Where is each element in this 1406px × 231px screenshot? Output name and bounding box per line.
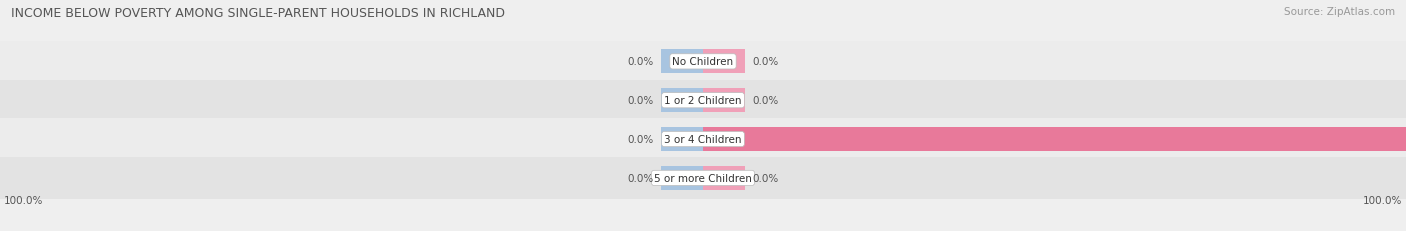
Bar <box>661 89 703 113</box>
Bar <box>0 42 1406 83</box>
Text: 0.0%: 0.0% <box>752 57 779 67</box>
Bar <box>703 166 745 190</box>
Text: 0.0%: 0.0% <box>627 57 654 67</box>
Bar <box>0 119 1406 160</box>
Bar <box>703 50 745 74</box>
Text: 100.0%: 100.0% <box>3 196 44 206</box>
Text: 100.0%: 100.0% <box>1362 196 1403 206</box>
Text: INCOME BELOW POVERTY AMONG SINGLE-PARENT HOUSEHOLDS IN RICHLAND: INCOME BELOW POVERTY AMONG SINGLE-PARENT… <box>11 7 505 20</box>
Bar <box>0 158 1406 199</box>
Text: 0.0%: 0.0% <box>627 96 654 106</box>
Text: 0.0%: 0.0% <box>627 173 654 183</box>
Bar <box>661 50 703 74</box>
Text: 3 or 4 Children: 3 or 4 Children <box>664 134 742 144</box>
Text: Source: ZipAtlas.com: Source: ZipAtlas.com <box>1284 7 1395 17</box>
Bar <box>0 80 1406 122</box>
Bar <box>703 128 1406 152</box>
Text: 0.0%: 0.0% <box>752 173 779 183</box>
Text: 0.0%: 0.0% <box>752 96 779 106</box>
Bar <box>703 89 745 113</box>
Bar <box>661 128 703 152</box>
Bar <box>661 166 703 190</box>
Text: No Children: No Children <box>672 57 734 67</box>
Text: 5 or more Children: 5 or more Children <box>654 173 752 183</box>
Text: 1 or 2 Children: 1 or 2 Children <box>664 96 742 106</box>
Text: 0.0%: 0.0% <box>627 134 654 144</box>
